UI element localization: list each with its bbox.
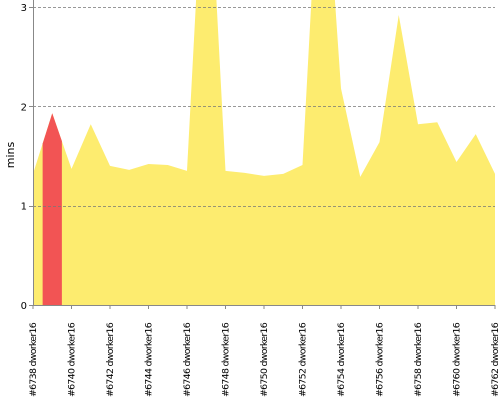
highlighted-build[interactable]	[42, 113, 62, 305]
y-tick-label: 1	[21, 202, 27, 213]
x-tick-label[interactable]: #6748 dworker16	[222, 322, 232, 397]
x-tick-labels: #6738 dworker16 #6740 dworker16 #6742 dwor…	[29, 305, 500, 397]
y-tick-label: 3	[21, 3, 27, 14]
x-tick-label[interactable]: #6746 dworker16	[183, 322, 193, 397]
x-tick-label[interactable]: #6762 dworker16	[491, 322, 500, 397]
y-tick-labels: 0 1 2 3	[21, 3, 33, 312]
area-series	[33, 0, 495, 305]
x-tick-label[interactable]: #6760 dworker16	[453, 322, 463, 397]
gridlines	[33, 7, 495, 207]
x-tick-label[interactable]: #6740 dworker16	[68, 322, 78, 397]
x-tick-label[interactable]: #6738 dworker16	[29, 322, 39, 397]
x-tick-label[interactable]: #6756 dworker16	[376, 322, 386, 397]
x-tick-label[interactable]: #6744 dworker16	[145, 322, 155, 397]
x-tick-label[interactable]: #6750 dworker16	[260, 322, 270, 397]
y-tick-label: 2	[21, 102, 27, 113]
x-tick-label[interactable]: #6758 dworker16	[414, 322, 424, 397]
x-tick-label[interactable]: #6742 dworker16	[106, 322, 116, 397]
x-tick-label[interactable]: #6754 dworker16	[337, 322, 347, 397]
y-axis-title: mins	[4, 141, 17, 168]
plot-area	[33, 0, 495, 305]
y-tick-label: 0	[21, 301, 27, 312]
x-tick-label[interactable]: #6752 dworker16	[299, 322, 309, 397]
